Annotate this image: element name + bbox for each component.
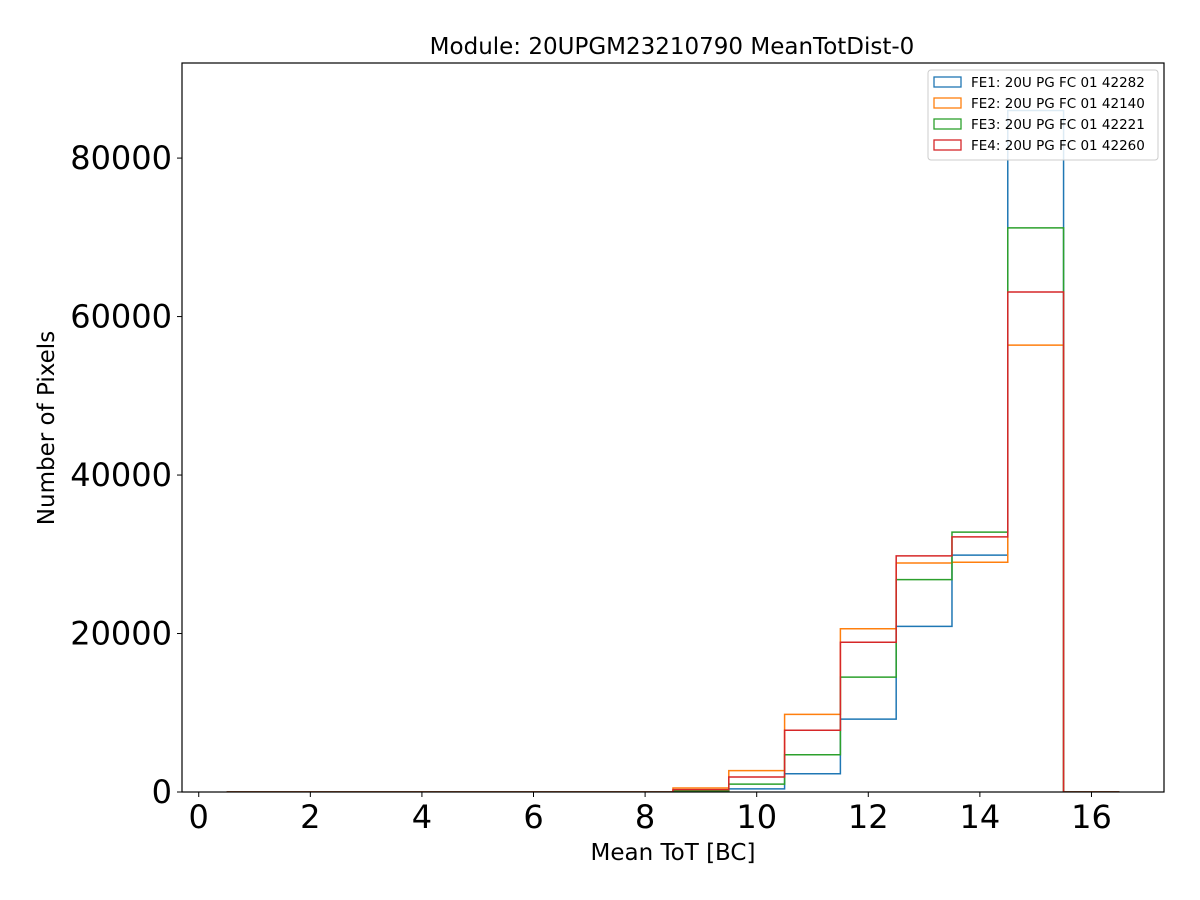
y-tick-label: 80000: [70, 139, 172, 177]
plot-frame: [181, 62, 1165, 793]
legend-entry-label: FE3: 20U PG FC 01 42221: [971, 117, 1145, 133]
series-layer: [226, 109, 1120, 792]
x-axis: 0 2 4 6 8 10 12 14 16: [189, 792, 1112, 836]
x-tick-label: 14: [960, 798, 1001, 836]
legend-swatch: [933, 139, 962, 151]
series-2-histogram: [226, 344, 1120, 792]
x-axis-label: Mean ToT [BC]: [591, 840, 756, 866]
x-tick-label: 4: [412, 798, 432, 836]
legend-swatch: [933, 76, 962, 88]
x-tick-label: 6: [523, 798, 543, 836]
y-tick-label: 60000: [70, 298, 172, 336]
y-axis-label: Number of Pixels: [34, 331, 60, 525]
y-tick-label: 20000: [70, 615, 172, 653]
legend: FE1: 20U PG FC 01 42282 FE2: 20U PG FC 01…: [927, 69, 1159, 161]
y-axis: 0 20000 40000 60000 80000: [70, 139, 182, 811]
series-3-histogram: [226, 227, 1120, 792]
y-tick-label: 0: [152, 773, 172, 811]
x-tick-label: 10: [736, 798, 777, 836]
legend-entry-label: FE1: 20U PG FC 01 42282: [971, 75, 1145, 91]
series-1-histogram: [226, 109, 1120, 792]
x-tick-label: 0: [189, 798, 209, 836]
legend-swatch: [933, 118, 962, 130]
legend-swatch: [933, 97, 962, 109]
x-tick-label: 8: [635, 798, 655, 836]
y-tick-label: 40000: [70, 456, 172, 494]
x-tick-label: 2: [300, 798, 320, 836]
x-tick-label: 12: [848, 798, 889, 836]
legend-box: [927, 69, 1159, 161]
x-tick-label: 16: [1071, 798, 1112, 836]
series-4-histogram: [226, 291, 1120, 792]
chart-title: Module: 20UPGM23210790 MeanTotDist-0: [430, 34, 915, 60]
legend-entry-label: FE2: 20U PG FC 01 42140: [971, 96, 1145, 112]
legend-entry-label: FE4: 20U PG FC 01 42260: [971, 138, 1145, 154]
